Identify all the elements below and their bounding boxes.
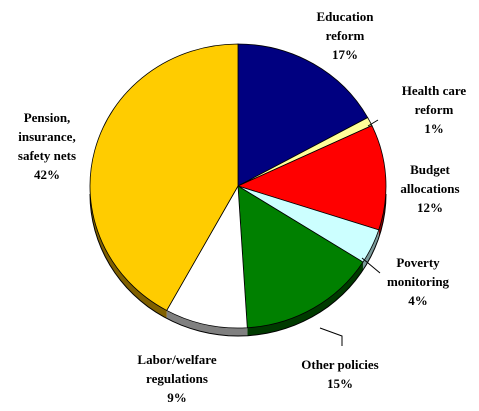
- slice-value-education-reform: 17%: [332, 47, 358, 62]
- slice-name-line: Other policies: [301, 357, 378, 372]
- pie-rim-outline: [89, 193, 387, 337]
- pie-side-pension-insurance-safety-nets: [90, 186, 167, 319]
- slice-label-health-care-reform: Health care reform 1%: [402, 83, 467, 136]
- slice-name-line: Pension,: [24, 110, 71, 125]
- slice-value-other-policies: 15%: [327, 376, 353, 391]
- slice-name-line: Education: [316, 9, 374, 24]
- slice-name-line: allocations: [400, 181, 459, 196]
- slice-value-pension-insurance-safety-nets: 42%: [34, 167, 60, 182]
- slice-name-line: insurance,: [18, 129, 75, 144]
- pie-side-other-policies: [247, 262, 363, 336]
- slice-name-line: reform: [326, 28, 365, 43]
- slice-name-line: Labor/welfare: [137, 352, 216, 367]
- pie-slice-other-policies: [237, 185, 364, 329]
- pie-slice-budget-allocations: [236, 125, 387, 231]
- slice-name-line: reform: [415, 102, 454, 117]
- slice-name-line: monitoring: [387, 274, 450, 289]
- slice-value-poverty-monitoring: 4%: [408, 293, 428, 308]
- slice-label-poverty-monitoring: Poverty monitoring 4%: [387, 255, 450, 308]
- pie-side-poverty-monitoring: [362, 229, 379, 271]
- slice-label-budget-allocations: Budget allocations 12%: [400, 162, 459, 215]
- slice-value-budget-allocations: 12%: [417, 200, 443, 215]
- slice-name-line: Health care: [402, 83, 467, 98]
- slice-value-health-care-reform: 1%: [424, 121, 444, 136]
- slice-label-other-policies: Other policies 15%: [301, 357, 378, 391]
- slice-name-line: regulations: [146, 371, 208, 386]
- slice-label-pension-insurance-safety-nets: Pension, insurance, safety nets 42%: [18, 110, 76, 182]
- pie-side-labor-welfare-regulations: [166, 310, 248, 336]
- pie-slices: [89, 43, 387, 329]
- leader-line-other-policies: [319, 327, 343, 346]
- pie-slice-pension-insurance-safety-nets: [89, 43, 239, 311]
- slice-label-labor-welfare-regulations: Labor/welfare regulations 9%: [137, 352, 216, 405]
- slice-labels: Education reform 17% Health care reform 1% Bud…: [18, 9, 466, 405]
- label-leader-lines: [319, 119, 381, 346]
- pie-slice-education-reform: [237, 43, 369, 187]
- leader-line-poverty-monitoring: [361, 257, 381, 274]
- slice-name-line: Poverty: [396, 255, 440, 270]
- pie-slice-labor-welfare-regulations: [166, 184, 248, 329]
- leader-line-health-care-reform: [367, 119, 379, 127]
- slice-label-education-reform: Education reform 17%: [316, 9, 374, 62]
- slice-name-line: safety nets: [18, 148, 76, 163]
- slice-value-labor-welfare-regulations: 9%: [167, 390, 187, 405]
- slice-name-line: Budget: [410, 162, 450, 177]
